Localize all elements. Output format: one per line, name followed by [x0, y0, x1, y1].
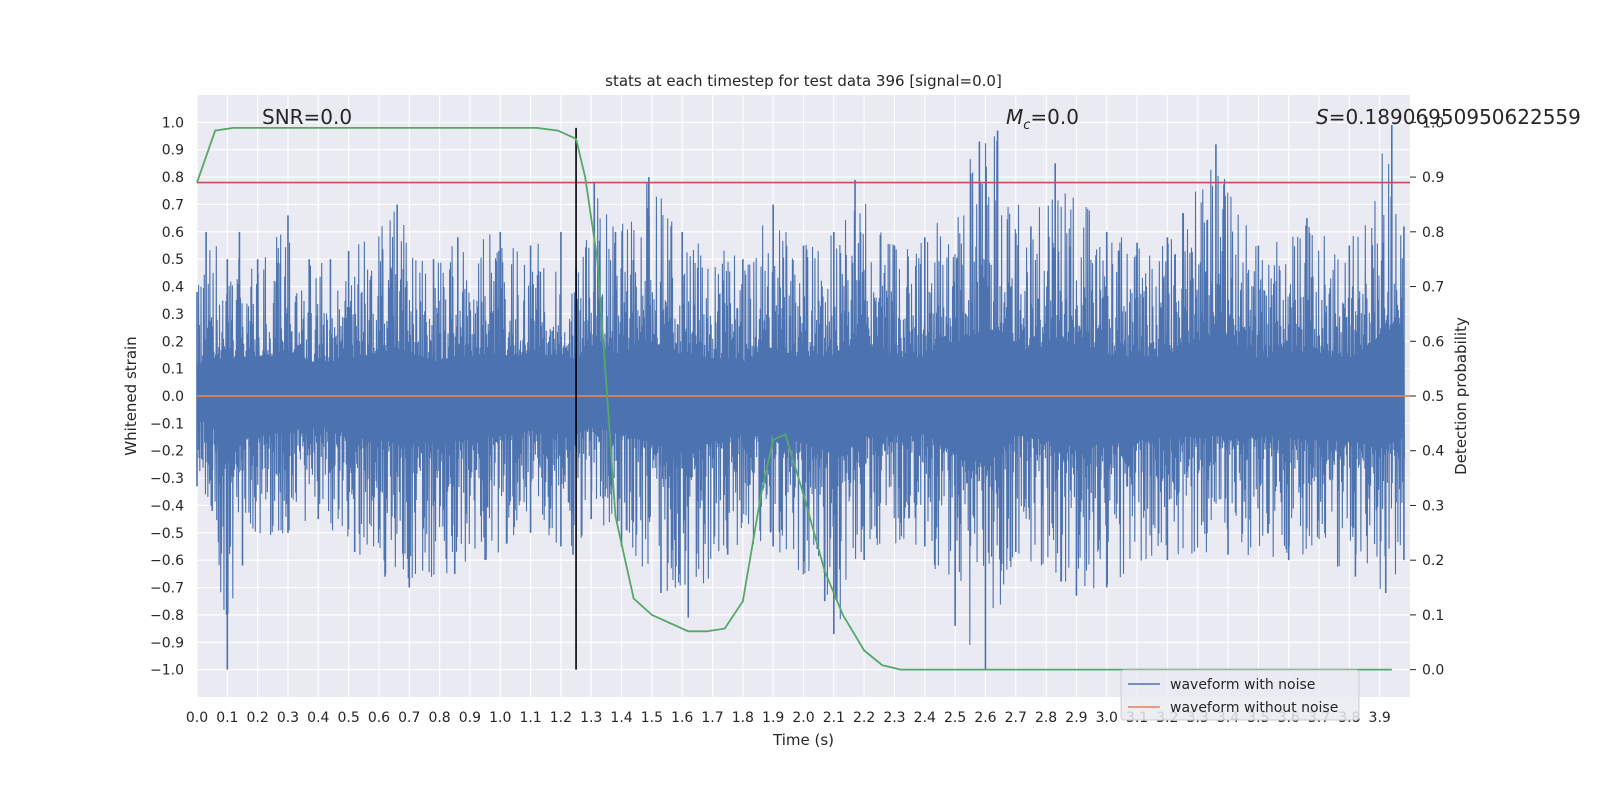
x-tick-label: 0.7	[398, 710, 420, 726]
x-tick-label: 0.0	[186, 710, 208, 726]
x-tick-label: 1.3	[580, 710, 602, 726]
y2-tick-label: 0.6	[1422, 334, 1444, 350]
y-tick-label: 0.2	[162, 334, 184, 350]
annotation-mc-subscript: c	[1023, 118, 1030, 133]
x-tick-label: 2.2	[853, 710, 875, 726]
y2-tick-label: 1.0	[1422, 115, 1444, 131]
annotation-chirp-mass: Mc=0.0	[1006, 105, 1079, 133]
y2-tick-label: 0.0	[1422, 663, 1444, 679]
y-tick-label: 0.6	[162, 225, 184, 241]
y-tick-label: 0.1	[162, 362, 184, 378]
y2-axis-label: Detection probability	[1452, 317, 1470, 475]
x-tick-label: 3.0	[1096, 710, 1118, 726]
legend-label-noise: waveform with noise	[1170, 677, 1315, 693]
x-tick-label: 1.6	[671, 710, 693, 726]
y-tick-label: −0.9	[150, 635, 184, 651]
annotation-snr: SNR=0.0	[262, 105, 352, 129]
x-tick-label: 2.6	[974, 710, 996, 726]
annotation-s-symbol: S	[1316, 105, 1329, 129]
y2-tick-label: 0.9	[1422, 170, 1444, 186]
y-tick-label: 0.7	[162, 197, 184, 213]
x-tick-label: 3.9	[1369, 710, 1391, 726]
y-tick-label: −0.5	[150, 526, 184, 542]
x-tick-label: 1.7	[701, 710, 723, 726]
x-tick-label: 2.4	[914, 710, 936, 726]
x-tick-label: 0.1	[216, 710, 238, 726]
x-tick-label: 2.9	[1065, 710, 1087, 726]
x-tick-label: 0.4	[307, 710, 329, 726]
y2-tick-label: 0.3	[1422, 498, 1444, 514]
y-tick-label: −0.3	[150, 471, 184, 487]
y-tick-label: 0.3	[162, 307, 184, 323]
y-tick-label: −0.2	[150, 444, 184, 460]
y-tick-label: −0.8	[150, 608, 184, 624]
x-axis-label: Time (s)	[772, 731, 834, 749]
series-lines	[196, 126, 1410, 671]
y2-tick-label: 0.7	[1422, 280, 1444, 296]
x-tick-label: 1.0	[489, 710, 511, 726]
y-axis-label: Whitened strain	[122, 336, 140, 455]
y-tick-label: 0.8	[162, 170, 184, 186]
y2-tick-label: 0.4	[1422, 444, 1444, 460]
annotation-s-value: =0.18906950950622559	[1329, 105, 1581, 129]
x-tick-label: 2.0	[792, 710, 814, 726]
x-tick-label: 0.5	[337, 710, 359, 726]
x-tick-label: 0.2	[247, 710, 269, 726]
x-tick-label: 0.3	[277, 710, 299, 726]
annotation-score: S=0.18906950950622559	[1316, 105, 1581, 129]
y-tick-label: 0.9	[162, 143, 184, 159]
y-tick-label: −0.1	[150, 416, 184, 432]
x-tick-label: 2.5	[944, 710, 966, 726]
x-tick-label: 1.2	[550, 710, 572, 726]
detection-probability-line	[196, 126, 1392, 671]
annotation-mc-symbol: M	[1006, 105, 1023, 129]
x-tick-label: 1.4	[610, 710, 632, 726]
annotation-mc-value: =0.0	[1030, 105, 1079, 129]
x-tick-label: 1.5	[641, 710, 663, 726]
y2-tick-label: 0.8	[1422, 225, 1444, 241]
y-tick-label: 1.0	[162, 115, 184, 131]
noise-waveform-line	[196, 136, 1405, 645]
y2-tick-label: 0.2	[1422, 553, 1444, 569]
x-tick-label: 1.1	[519, 710, 541, 726]
x-tick-label: 2.3	[883, 710, 905, 726]
x-tick-label: 2.7	[1005, 710, 1027, 726]
x-tick-label: 0.9	[459, 710, 481, 726]
legend-label-clean: waveform without noise	[1170, 700, 1338, 716]
x-tick-label: 0.6	[368, 710, 390, 726]
y-tick-label: −0.6	[150, 553, 184, 569]
y2-tick-label: 0.5	[1422, 389, 1444, 405]
chart-title: stats at each timestep for test data 396…	[605, 72, 1002, 90]
y-tick-label: 0.4	[162, 280, 184, 296]
legend-box	[1120, 669, 1360, 721]
y2-tick-label: 0.1	[1422, 608, 1444, 624]
x-tick-label: 0.8	[428, 710, 450, 726]
x-tick-label: 2.8	[1035, 710, 1057, 726]
x-tick-label: 1.8	[732, 710, 754, 726]
y-tick-label: −1.0	[150, 663, 184, 679]
x-tick-label: 1.9	[762, 710, 784, 726]
y-tick-label: −0.4	[150, 498, 184, 514]
y-tick-label: 0.5	[162, 252, 184, 268]
legend: waveform with noise waveform without noi…	[1120, 669, 1360, 721]
y-tick-label: 0.0	[162, 389, 184, 405]
y-tick-label: −0.7	[150, 581, 184, 597]
x-tick-label: 2.1	[823, 710, 845, 726]
